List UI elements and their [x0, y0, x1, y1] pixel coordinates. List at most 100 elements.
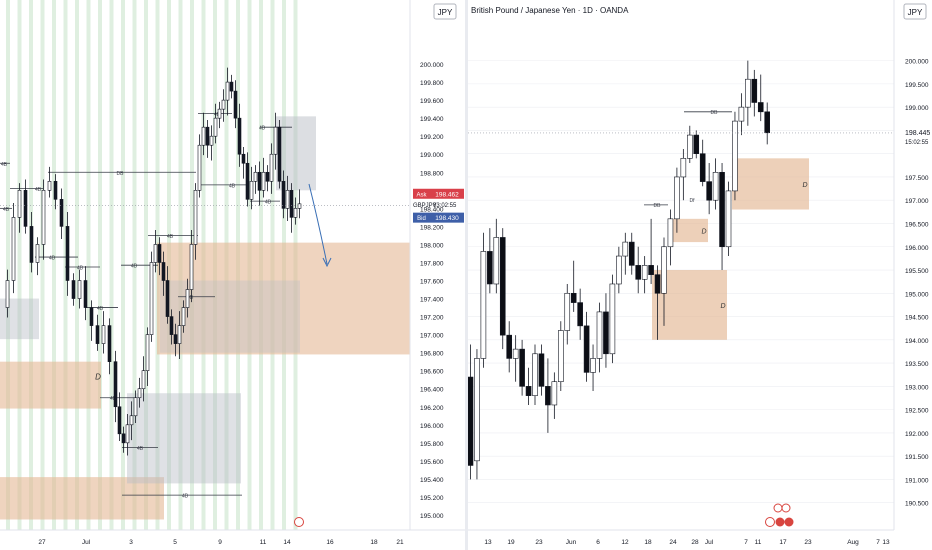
pane-divider[interactable]	[465, 0, 468, 550]
projection-arrow[interactable]	[308, 183, 328, 265]
flash-icon[interactable]	[294, 517, 304, 527]
candle[interactable]	[590, 358, 596, 373]
candle[interactable]	[654, 274, 661, 294]
candle[interactable]	[635, 265, 641, 280]
time-tick-label: Jun	[566, 539, 577, 546]
candle	[237, 117, 242, 155]
demand-zone[interactable]	[0, 361, 101, 409]
left-price-axis[interactable]: 195.000 195.200 195.400 195.600 195.800 196.0…	[420, 62, 444, 520]
candle	[257, 171, 262, 191]
candle[interactable]	[551, 381, 558, 406]
candle[interactable]	[648, 265, 654, 275]
candle[interactable]	[738, 106, 745, 122]
candle[interactable]	[641, 265, 648, 280]
candle	[177, 325, 182, 344]
candle	[201, 126, 206, 146]
event-icon[interactable]	[773, 503, 783, 513]
left-currency-tag[interactable]	[433, 3, 457, 20]
candle[interactable]	[506, 334, 513, 359]
left-price-scale-bg	[410, 0, 465, 530]
demand-zone[interactable]	[668, 218, 708, 243]
candle[interactable]	[661, 246, 667, 294]
candle[interactable]	[493, 237, 500, 285]
bid-price-tag[interactable]	[430, 212, 464, 223]
price-tick-label: 198.400	[420, 206, 444, 213]
ask-tag[interactable]	[413, 188, 430, 199]
candle[interactable]	[674, 176, 680, 220]
time-tick-label: 18	[370, 539, 378, 546]
left-chart-pane[interactable]: D DB 4B 4B 4B 4B 4B 4B 4B 4B 4B 4B 4B 4B 4B 4B 4B 4B 195…	[0, 0, 465, 550]
demand-zone[interactable]	[157, 242, 410, 355]
event-icons[interactable]	[765, 503, 794, 527]
price-tick-label: 197.600	[420, 279, 444, 286]
left-currency-label: JPY	[438, 8, 453, 17]
level-label: 4B	[97, 306, 104, 312]
grey-zone[interactable]	[276, 116, 316, 191]
candle	[193, 190, 198, 245]
candle[interactable]	[564, 292, 571, 331]
candle[interactable]	[499, 237, 506, 336]
candle[interactable]	[699, 153, 706, 182]
ask-price-tag[interactable]	[430, 188, 464, 199]
candle[interactable]	[570, 292, 577, 303]
time-tick-label: 14	[283, 539, 291, 546]
candle[interactable]	[757, 102, 764, 113]
candle[interactable]	[667, 218, 674, 248]
candle[interactable]	[725, 190, 732, 248]
demand-zone[interactable]	[732, 158, 809, 210]
left-time-scale-bg	[0, 530, 465, 550]
candle[interactable]	[468, 376, 474, 466]
candle[interactable]	[487, 251, 493, 285]
candle[interactable]	[764, 111, 771, 134]
candle[interactable]	[577, 302, 583, 327]
candle[interactable]	[474, 358, 480, 462]
candle[interactable]	[596, 311, 603, 359]
level-label: 4B	[182, 494, 189, 500]
candle	[89, 307, 94, 326]
time-tick-label: 9	[218, 539, 222, 546]
demand-zone[interactable]	[0, 477, 164, 520]
candle[interactable]	[558, 330, 564, 383]
candle[interactable]	[603, 311, 609, 355]
candle	[181, 307, 186, 326]
candle[interactable]	[583, 325, 590, 373]
right-time-axis[interactable]: 13 19 23 Jun 6 12 18 24 28 Jul 7 11 17 23 Aug 7 13	[484, 539, 890, 546]
right-currency-tag[interactable]	[903, 3, 927, 20]
candle[interactable]	[706, 181, 712, 201]
level-label: 4B	[187, 295, 194, 301]
right-price-axis[interactable]: 190.500 191.000 191.500 192.000 192.500 193.0…	[905, 59, 929, 508]
candle[interactable]	[545, 386, 551, 406]
grey-zone[interactable]	[127, 393, 241, 484]
right-chart-pane[interactable]: D D D DB DB Df British Pound / Japanese Yen …	[468, 0, 932, 550]
candle[interactable]	[519, 348, 525, 387]
candle[interactable]	[609, 283, 616, 355]
candle[interactable]	[480, 251, 487, 359]
candle[interactable]	[745, 78, 751, 108]
price-tick-label: 196.600	[420, 369, 444, 376]
candle	[173, 334, 178, 344]
candle	[47, 180, 52, 191]
candle[interactable]	[532, 353, 538, 396]
candle[interactable]	[622, 241, 629, 257]
event-icon[interactable]	[781, 503, 791, 513]
candle[interactable]	[687, 134, 693, 159]
candle[interactable]	[538, 353, 545, 387]
candle[interactable]	[693, 134, 700, 154]
left-time-axis[interactable]: 27 Jul 3 5 9 11 14 16 18 21	[38, 539, 404, 546]
candle[interactable]	[719, 171, 725, 248]
flash-icon[interactable]	[765, 517, 775, 527]
candle[interactable]	[732, 120, 738, 192]
candle[interactable]	[751, 78, 758, 103]
candle	[137, 388, 142, 399]
candle[interactable]	[512, 348, 519, 359]
event-icon[interactable]	[784, 517, 794, 527]
bid-tag[interactable]	[413, 212, 430, 223]
candle[interactable]	[712, 171, 719, 201]
price-tick-label: 197.500	[905, 175, 929, 182]
candle[interactable]	[525, 386, 532, 396]
candle[interactable]	[616, 255, 622, 285]
level-label: 4B	[259, 126, 266, 132]
event-icon[interactable]	[775, 517, 785, 527]
candle[interactable]	[680, 158, 687, 178]
candle[interactable]	[628, 241, 635, 266]
